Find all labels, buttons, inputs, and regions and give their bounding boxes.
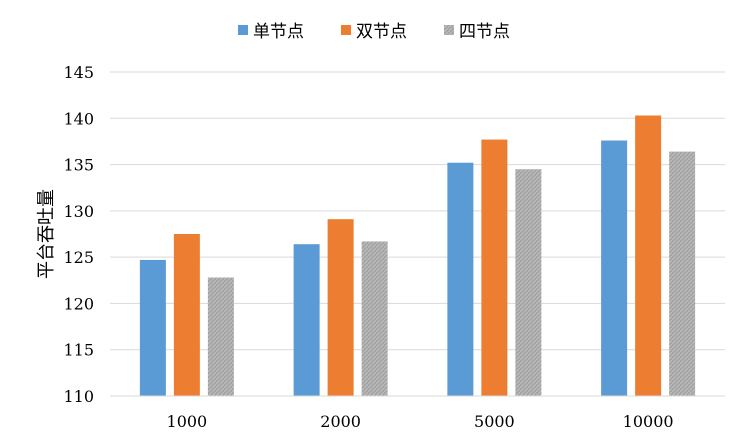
legend-label: 单节点 <box>253 22 304 42</box>
bar <box>601 140 628 396</box>
legend-label: 双节点 <box>356 22 407 42</box>
legend-swatch <box>341 25 351 35</box>
y-tick-label: 125 <box>63 248 94 267</box>
bar <box>515 169 542 396</box>
legend-label: 四节点 <box>459 22 510 42</box>
x-category-label: 2000 <box>320 412 361 431</box>
bar <box>669 151 696 396</box>
bar <box>173 234 200 396</box>
x-category-label: 1000 <box>167 412 208 431</box>
bar <box>293 244 320 396</box>
y-tick-label: 140 <box>63 109 94 128</box>
y-tick-label: 115 <box>63 341 94 360</box>
y-tick-label: 135 <box>63 156 94 175</box>
y-tick-label: 145 <box>63 63 94 82</box>
bar <box>447 162 474 396</box>
x-category-label: 5000 <box>474 412 515 431</box>
x-category-label: 10000 <box>623 412 674 431</box>
bar <box>139 259 166 396</box>
y-tick-label: 120 <box>63 294 94 313</box>
y-axis-label: 平台吞吐量 <box>36 189 57 279</box>
y-tick-label: 110 <box>63 387 94 406</box>
legend-swatch <box>444 25 454 35</box>
legend-swatch <box>238 25 248 35</box>
y-axis-ticks: 110 115 120 125 130 135 140 145 <box>63 63 94 406</box>
gridlines <box>110 71 725 351</box>
y-tick-label: 130 <box>63 202 94 221</box>
bar <box>327 219 354 396</box>
legend: 单节点 双节点 四节点 <box>238 22 510 42</box>
bar <box>207 277 234 396</box>
bar <box>481 139 508 396</box>
bar <box>361 241 388 396</box>
x-axis-categories: 1000 2000 5000 10000 <box>167 412 674 431</box>
bar <box>635 115 662 396</box>
bars <box>139 115 696 396</box>
